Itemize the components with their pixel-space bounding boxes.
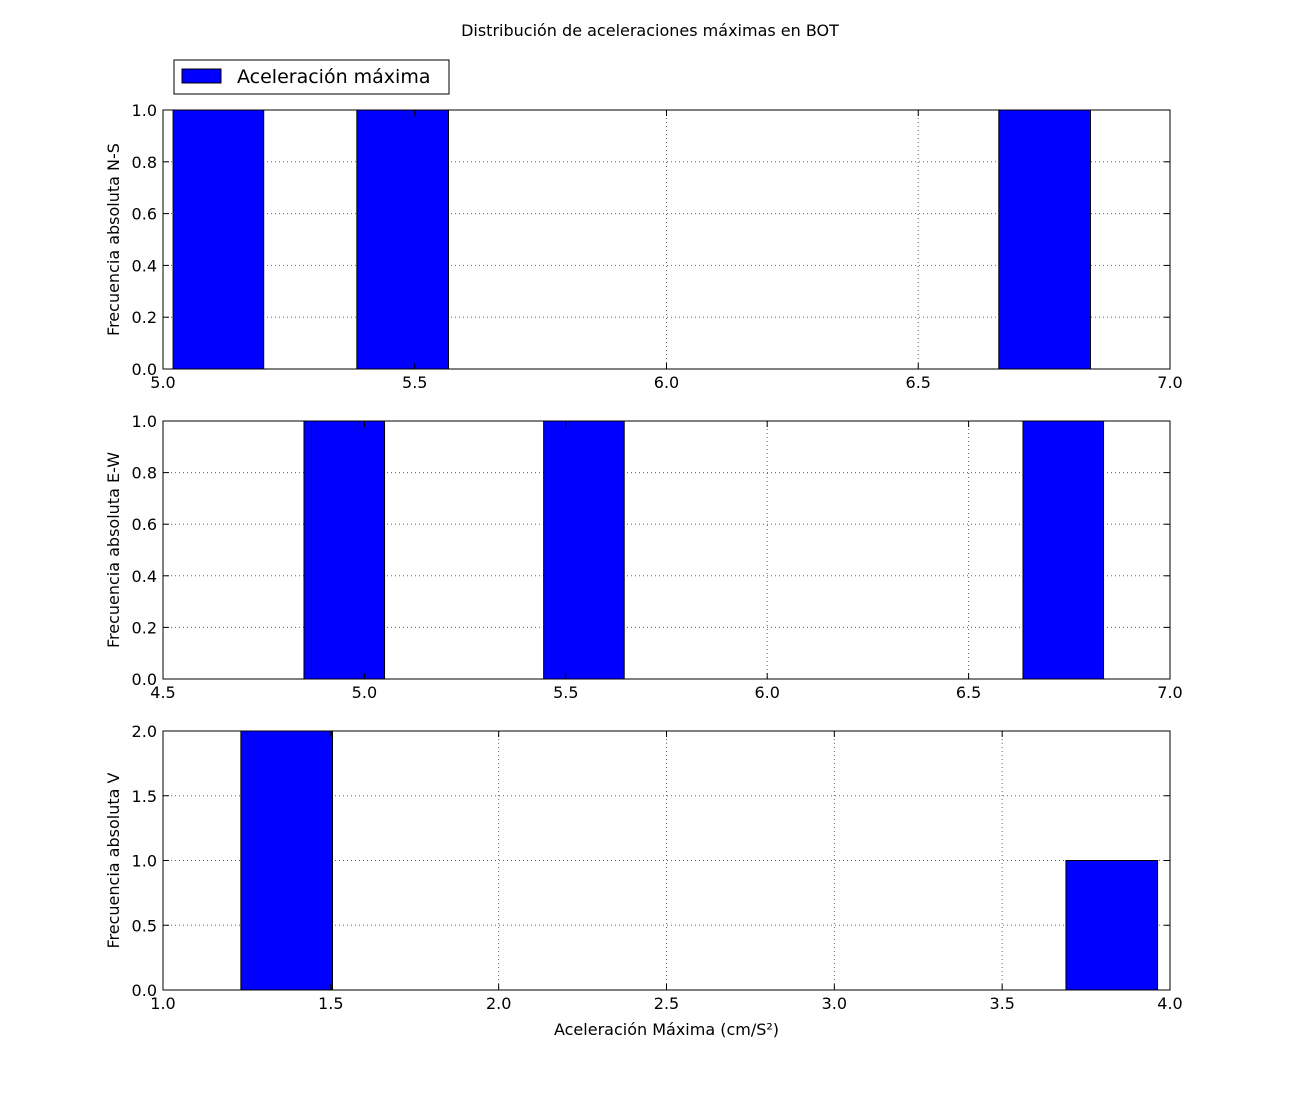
bar xyxy=(172,109,265,370)
x-tick-label: 3.5 xyxy=(989,994,1014,1013)
x-tick-label: 7.0 xyxy=(1157,373,1182,392)
x-tick-label: 1.0 xyxy=(150,994,175,1013)
y-axis-label: Frecuencia absoluta E-W xyxy=(104,452,123,648)
legend: Aceleración máxima xyxy=(173,59,450,95)
x-tick-label: 5.5 xyxy=(553,683,578,702)
x-tick-label: 5.5 xyxy=(402,373,427,392)
y-tick-label: 0.4 xyxy=(132,256,157,275)
y-tick-label: 0.8 xyxy=(132,464,157,483)
x-tick-label: 4.5 xyxy=(150,683,175,702)
x-tick-label: 6.0 xyxy=(654,373,679,392)
x-tick-label: 6.0 xyxy=(754,683,779,702)
y-tick-label: 1.0 xyxy=(132,412,157,431)
x-tick-label: 2.0 xyxy=(486,994,511,1013)
axes-container: 5.0 5.5 6.0 6.5 7.0 0.0 0.2 0.4 0.6 0.8 1.0 Frecuen… xyxy=(104,101,1183,1039)
y-tick-label: 0.5 xyxy=(132,916,157,935)
y-tick-label: 1.0 xyxy=(132,101,157,120)
bar xyxy=(356,109,449,370)
x-tick-label: 4.0 xyxy=(1157,994,1182,1013)
y-tick-label: 0.2 xyxy=(132,618,157,637)
x-tick-label: 3.0 xyxy=(822,994,847,1013)
axes-ew: 4.5 5.0 5.5 6.0 6.5 7.0 0.0 0.2 0.4 0.6 0.8 1.0 Frec… xyxy=(104,412,1183,702)
axes-frame xyxy=(162,420,1171,680)
axes-ns: 5.0 5.5 6.0 6.5 7.0 0.0 0.2 0.4 0.6 0.8 1.0 Frecuen… xyxy=(104,101,1183,392)
y-tick-label: 0.4 xyxy=(132,567,157,586)
axes-v: 1.0 1.5 2.0 2.5 3.0 3.5 4.0 0.0 0.5 1.0 1.5 2.0 Frec… xyxy=(104,722,1183,1039)
legend-swatch xyxy=(181,68,222,84)
bar xyxy=(303,420,386,680)
x-tick-label: 5.0 xyxy=(352,683,377,702)
y-axis-label: Frecuencia absoluta V xyxy=(104,772,123,948)
x-tick-label: 2.5 xyxy=(654,994,679,1013)
bar xyxy=(1065,860,1159,991)
y-axis-label: Frecuencia absoluta N-S xyxy=(104,143,123,336)
y-tick-label: 0.0 xyxy=(132,981,157,1000)
y-tick-label: 1.5 xyxy=(132,787,157,806)
y-tick-label: 0.2 xyxy=(132,308,157,327)
x-tick-label: 1.5 xyxy=(318,994,343,1013)
x-axis-label: Aceleración Máxima (cm/S²) xyxy=(554,1020,779,1039)
legend-label: Aceleración máxima xyxy=(237,66,430,88)
y-tick-label: 0.0 xyxy=(132,670,157,689)
y-tick-label: 0.6 xyxy=(132,515,157,534)
bar xyxy=(240,730,334,991)
y-tick-label: 0.6 xyxy=(132,205,157,224)
y-tick-label: 1.0 xyxy=(132,852,157,871)
x-tick-label: 5.0 xyxy=(150,373,175,392)
y-tick-label: 0.0 xyxy=(132,360,157,379)
figure-title: Distribución de aceleraciones máximas en… xyxy=(461,21,839,40)
bar xyxy=(543,420,625,680)
bar xyxy=(998,109,1091,370)
x-tick-label: 6.5 xyxy=(906,373,931,392)
x-tick-label: 7.0 xyxy=(1157,683,1182,702)
y-tick-label: 0.8 xyxy=(132,153,157,172)
bar xyxy=(1022,420,1105,680)
x-tick-label: 6.5 xyxy=(956,683,981,702)
y-tick-label: 2.0 xyxy=(132,722,157,741)
